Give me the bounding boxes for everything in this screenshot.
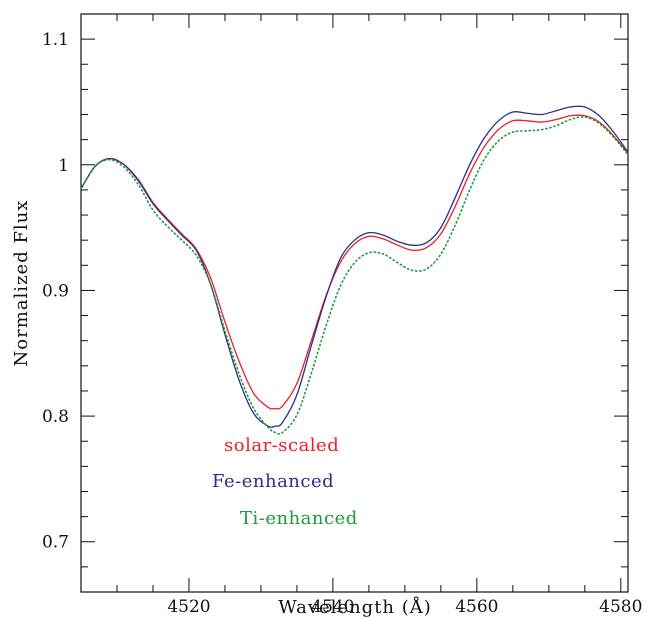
y-tick-label: 0.9 xyxy=(42,281,69,301)
legend: solar-scaled Fe-enhanced Ti-enhanced xyxy=(212,435,358,529)
axis-ticks xyxy=(80,13,628,593)
y-tick-label: 0.7 xyxy=(42,533,69,553)
x-tick-label: 4520 xyxy=(167,597,210,617)
x-axis-title: Wavelength (Å) xyxy=(278,596,432,618)
series-line-fe-enhanced xyxy=(80,105,629,428)
series-line-solar-scaled xyxy=(80,114,629,410)
y-tick-label: 0.8 xyxy=(42,407,69,427)
series-lines xyxy=(80,105,629,435)
y-tick-label: 1.1 xyxy=(42,30,69,50)
legend-label-solar-scaled: solar-scaled xyxy=(224,435,339,456)
y-tick-label: 1 xyxy=(58,156,69,176)
x-tick-label: 4580 xyxy=(599,597,642,617)
axis-tick-labels: 4520 4540 4560 4580 0.7 0.8 0.9 1 1.1 xyxy=(42,30,642,617)
legend-label-fe-enhanced: Fe-enhanced xyxy=(212,471,334,492)
x-tick-label: 4540 xyxy=(311,597,354,617)
y-axis-title: Normalized Flux xyxy=(11,200,32,367)
x-tick-label: 4560 xyxy=(455,597,498,617)
plot-frame xyxy=(80,13,629,593)
series-line-ti-enhanced xyxy=(80,116,629,435)
legend-label-ti-enhanced: Ti-enhanced xyxy=(240,508,358,529)
